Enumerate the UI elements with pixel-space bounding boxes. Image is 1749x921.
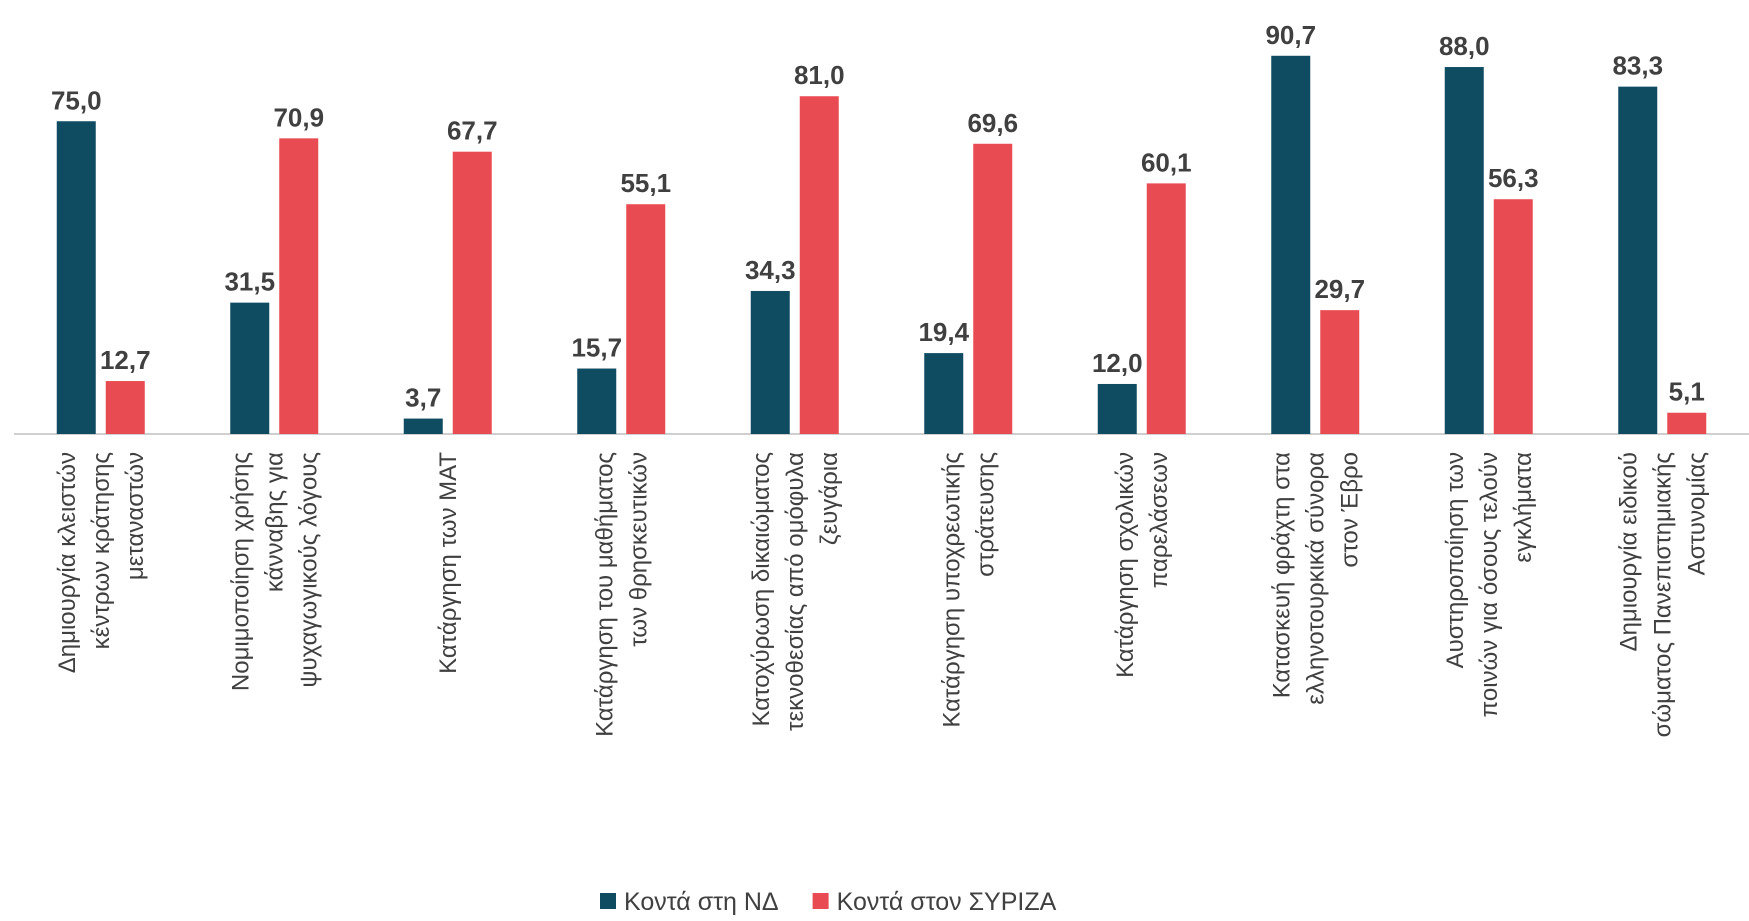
label-line: ζευγάρια [816, 452, 843, 545]
x-tick-label: Κατάργηση υποχρεωτικής στράτευσης [938, 452, 999, 728]
bar [105, 381, 145, 434]
bar [230, 302, 270, 434]
value-label: 5,1 [1669, 377, 1705, 407]
x-tick-label: Δημιουργία ειδικού σώματος Πανεπιστημιακή… [1615, 452, 1710, 737]
x-tick-label: Κατάργηση των ΜΑΤ [435, 452, 462, 674]
label-line: ελληνοτουρκικά σύνορα [1302, 452, 1329, 705]
bar [279, 138, 319, 435]
x-tick-label: Νομιμοποίηση χρήσης κάνναβης για ψυχαγωγικ… [227, 452, 322, 691]
label-line: Αυστηροποίηση των [1442, 452, 1469, 668]
label-line: Δημιουργία ειδικού [1615, 452, 1642, 651]
label-line: των θρησκευτικών [625, 452, 652, 647]
bar [1271, 55, 1311, 434]
bar [1320, 310, 1360, 434]
value-label: 15,7 [571, 333, 622, 363]
label-line: σώματος Πανεπιστημιακής [1649, 452, 1676, 737]
label-line: Κατάργηση των ΜΑΤ [435, 452, 462, 674]
value-label: 55,1 [620, 168, 671, 198]
label-line: ψυχαγωγικούς λόγους [295, 452, 322, 688]
label-line: Κατάργηση υποχρεωτικής [938, 452, 965, 728]
x-tick-label: Δημιουργία κλειστών κέντρων κράτησης μεταν… [54, 452, 149, 673]
value-label: 83,3 [1612, 51, 1663, 81]
label-line: Κατάργηση σχολικών [1112, 452, 1139, 678]
x-tick-label: Αυστηροποίηση των ποινών για όσους τελούν… [1442, 452, 1537, 717]
bar [1097, 383, 1137, 434]
label-line: Κατοχύρωση δικαιώματος [748, 452, 775, 726]
label-line: στράτευσης [972, 452, 999, 577]
label-line: μεταναστών [122, 452, 149, 580]
value-label: 3,7 [405, 383, 441, 413]
bar [403, 418, 443, 434]
bar [750, 290, 790, 434]
value-label: 12,7 [100, 345, 151, 375]
value-label: 75,0 [51, 85, 102, 115]
value-label: 67,7 [447, 116, 498, 146]
x-tick-label: Κατοχύρωση δικαιώματος τεκνοθεσίας από ομ… [748, 452, 843, 731]
bar [799, 96, 839, 434]
bar [577, 368, 617, 434]
value-label: 88,0 [1439, 31, 1490, 61]
bar [973, 143, 1013, 434]
bar [56, 121, 96, 434]
x-tick-label: Κατάργηση σχολικών παρελάσεων [1112, 452, 1173, 678]
label-line: εγκλήματα [1510, 452, 1537, 563]
bar [626, 204, 666, 434]
label-line: παρελάσεων [1146, 452, 1173, 588]
legend-swatch [600, 893, 616, 909]
label-line: κέντρων κράτησης [88, 452, 115, 649]
value-label: 69,6 [967, 108, 1018, 138]
label-line: ποινών για όσους τελούν [1476, 452, 1503, 717]
value-label: 29,7 [1314, 274, 1365, 304]
label-line: Κατασκευή φράχτη στα [1268, 452, 1295, 698]
x-tick-label: Κατασκευή φράχτη στα ελληνοτουρκικά σύνορ… [1268, 452, 1363, 705]
value-label: 19,4 [918, 317, 969, 347]
bar [452, 151, 492, 435]
legend-label: Κοντά στη ΝΔ [624, 888, 779, 916]
value-label: 12,0 [1092, 348, 1143, 378]
label-line: Νομιμοποίηση χρήσης [227, 452, 254, 691]
value-label: 56,3 [1488, 163, 1539, 193]
x-tick-label: Κατάργηση του μαθήματος των θρησκευτικών [591, 452, 652, 737]
label-line: Δημιουργία κλειστών [54, 452, 81, 673]
value-label: 90,7 [1265, 20, 1316, 50]
bar [1493, 199, 1533, 434]
bar [1444, 67, 1484, 434]
value-label: 70,9 [273, 102, 324, 132]
bar [1667, 412, 1707, 434]
value-label: 31,5 [224, 267, 275, 297]
bar [1618, 86, 1658, 434]
legend-swatch [812, 893, 829, 909]
label-line: Αστυνομίας [1683, 452, 1710, 575]
label-line: στον Έβρο [1336, 452, 1363, 568]
label-line: Κατάργηση του μαθήματος [591, 452, 618, 737]
value-label: 60,1 [1141, 147, 1192, 177]
label-line: κάνναβης για [261, 452, 288, 592]
bar [924, 353, 964, 434]
bar [1146, 183, 1186, 434]
legend-label: Κοντά στον ΣΥΡΙΖΑ [837, 888, 1057, 916]
value-label: 34,3 [745, 255, 796, 285]
value-label: 81,0 [794, 60, 845, 90]
label-line: τεκνοθεσίας από ομόφυλα [782, 452, 809, 731]
